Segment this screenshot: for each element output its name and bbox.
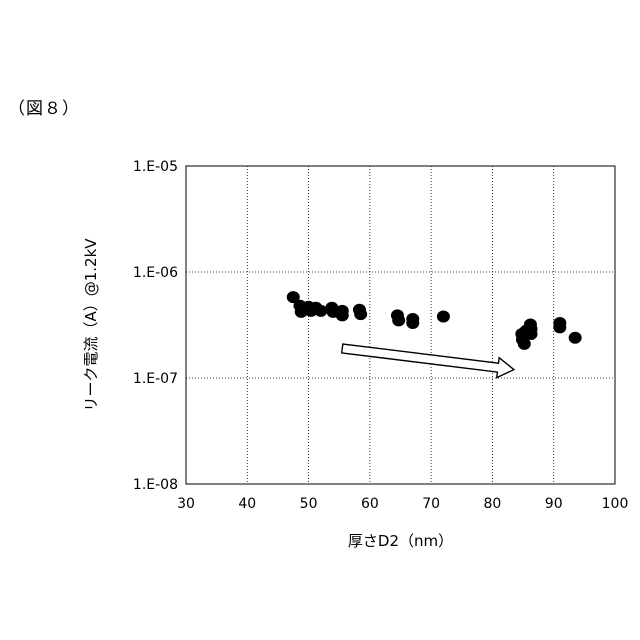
y-tick-label: 1.E-07 xyxy=(133,371,178,387)
data-point xyxy=(553,321,566,333)
y-tick-label: 1.E-08 xyxy=(133,477,178,493)
x-tick-label: 40 xyxy=(238,496,256,512)
x-tick-label: 60 xyxy=(361,496,379,512)
y-axis-label: リーク電流（A）@1.2kV xyxy=(82,238,100,412)
data-point xyxy=(392,314,405,326)
x-tick-label: 90 xyxy=(545,496,563,512)
x-tick-label: 50 xyxy=(300,496,318,512)
data-point xyxy=(354,308,367,320)
y-tick-label: 1.E-05 xyxy=(133,159,178,175)
y-tick-label: 1.E-06 xyxy=(133,265,178,281)
data-point xyxy=(314,305,327,317)
data-point xyxy=(406,317,419,329)
x-axis-ticks: 30 40 50 60 70 80 90 100 xyxy=(177,496,628,512)
data-point xyxy=(336,309,349,321)
data-point xyxy=(569,332,582,344)
x-tick-label: 100 xyxy=(602,496,629,512)
data-point xyxy=(437,311,450,323)
x-axis-label: 厚さD2（nm） xyxy=(348,532,453,550)
arrow-shape xyxy=(342,344,514,378)
trend-arrow xyxy=(342,344,514,378)
y-axis-ticks: 1.E-05 1.E-06 1.E-07 1.E-08 xyxy=(133,159,178,493)
data-point xyxy=(525,328,538,340)
x-tick-label: 30 xyxy=(177,496,195,512)
x-tick-label: 70 xyxy=(422,496,440,512)
data-points xyxy=(287,291,582,350)
x-tick-label: 80 xyxy=(484,496,502,512)
